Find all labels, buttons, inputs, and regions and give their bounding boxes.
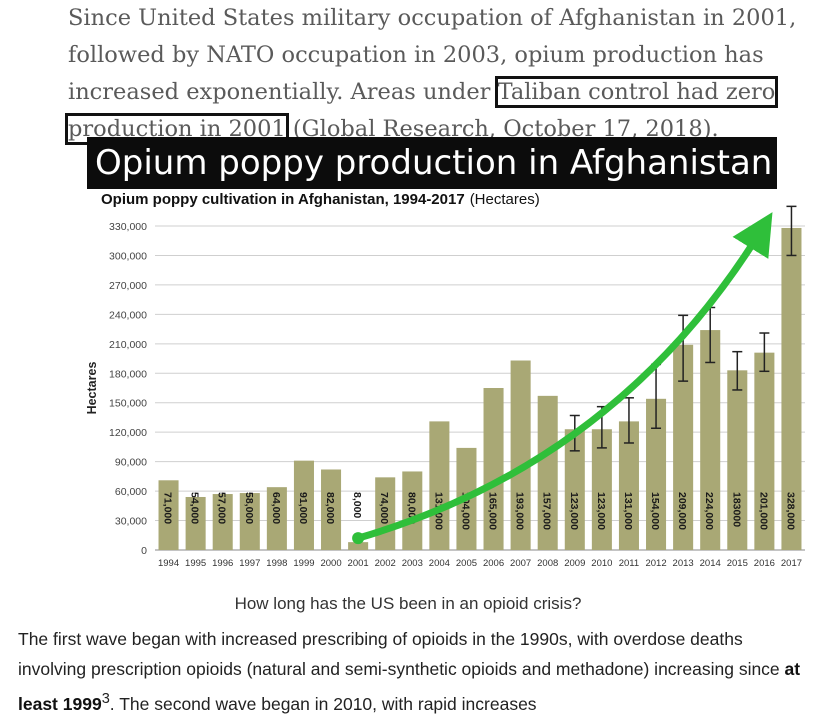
y-tick-label: 300,000 [109,250,147,262]
x-tick-label: 2000 [320,558,341,569]
bar [591,429,612,550]
data-label: 201,000 [757,492,769,530]
bar [781,227,802,551]
x-tick-label: 2005 [456,558,477,569]
x-tick-label: 2010 [591,558,612,569]
chart-title: Opium poppy cultivation in Afghanistan, … [101,191,540,208]
bar [673,344,694,550]
intro-text-part1: Since United States military occupation … [68,5,797,105]
y-tick-label: 90,000 [115,457,147,469]
data-label: 328,000 [784,492,796,530]
bar [700,330,721,550]
x-tick-label: 1994 [158,558,179,569]
data-label: 74,000 [378,492,390,524]
data-label: 131,000 [622,492,634,530]
x-tick-label: 2017 [781,558,802,569]
data-label: 224,000 [703,492,715,530]
answer-text-1: The first wave began with increased pres… [18,629,785,679]
x-tick-label: 2012 [645,558,666,569]
x-tick-label: 2011 [619,558,639,569]
data-label: 57,000 [216,492,228,524]
x-tick-label: 1997 [239,558,260,569]
data-label: 58,000 [243,492,255,524]
bar [293,460,314,550]
bar [646,398,667,550]
data-label: 165,000 [487,492,499,530]
intro-boxed-text-1: Taliban control had zero [494,76,779,108]
x-tick-label: 2001 [348,558,369,569]
data-label: 91,000 [297,492,309,524]
bar [158,480,179,550]
data-label: 183000 [730,492,742,527]
answer-superscript: 3 [101,691,110,707]
bar [321,469,342,550]
data-label: 71,000 [162,492,174,524]
bar [510,360,531,550]
x-tick-label: 2008 [537,558,558,569]
bar [212,494,233,550]
bar [348,542,369,550]
data-label: 8,000 [351,492,363,518]
intro-paragraph: Since United States military occupation … [65,0,813,148]
data-label: 123,000 [568,492,580,530]
data-label: 193,000 [514,492,526,530]
data-label: 123,000 [595,492,607,530]
chart-title-main: Opium poppy cultivation in Afghanistan, … [101,191,465,208]
bar [727,370,748,550]
y-tick-label: 330,000 [109,221,147,233]
y-tick-label: 150,000 [109,398,147,410]
bar [754,352,775,550]
y-tick-label: 0 [141,545,147,557]
data-label: 154,000 [649,492,661,530]
x-tick-label: 1996 [212,558,233,569]
bar [483,388,504,550]
chart-title-unit: (Hectares) [470,191,540,208]
bar [537,395,558,550]
x-tick-label: 2002 [375,558,396,569]
data-label: 54,000 [189,492,201,524]
answer-text-2: . The second wave began in 2010, with ra… [109,693,537,714]
bar [402,471,423,550]
x-tick-label: 2013 [673,558,694,569]
y-tick-label: 210,000 [109,339,147,351]
y-tick-label: 240,000 [109,309,147,321]
data-label: 209,000 [676,492,688,530]
x-tick-label: 2015 [727,558,748,569]
x-tick-label: 2007 [510,558,531,569]
x-tick-label: 2003 [402,558,423,569]
bar [239,493,260,550]
data-label: 157,000 [541,492,553,530]
bar [618,421,639,550]
caption-question: How long has the US been in an opioid cr… [234,594,582,613]
y-tick-label: 180,000 [109,368,147,380]
bar [266,487,287,550]
banner-title: Opium poppy production in Afghanistan [87,137,777,189]
y-axis-label: Hectares [85,362,99,415]
y-tick-label: 30,000 [115,516,147,528]
answer-paragraph: The first wave began with increased pres… [18,624,814,719]
bar [429,421,450,550]
answer-bold: at least 1999 [18,659,801,714]
x-tick-label: 2009 [564,558,585,569]
y-tick-label: 60,000 [115,486,147,498]
data-label: 82,000 [324,492,336,524]
x-tick-label: 1995 [185,558,206,569]
trend-arrow [354,212,773,542]
y-tick-label: 270,000 [109,280,147,292]
bar-chart: Opium poppy cultivation in Afghanistan, … [85,191,805,569]
x-tick-label: 2006 [483,558,504,569]
data-label: 64,000 [270,492,282,524]
bar [185,496,206,550]
x-tick-label: 1998 [266,558,287,569]
x-tick-label: 1999 [293,558,314,569]
y-tick-label: 120,000 [109,427,147,439]
x-tick-label: 2016 [754,558,775,569]
x-tick-label: 2014 [700,558,721,569]
x-tick-label: 2004 [429,558,450,569]
bar [564,429,585,550]
